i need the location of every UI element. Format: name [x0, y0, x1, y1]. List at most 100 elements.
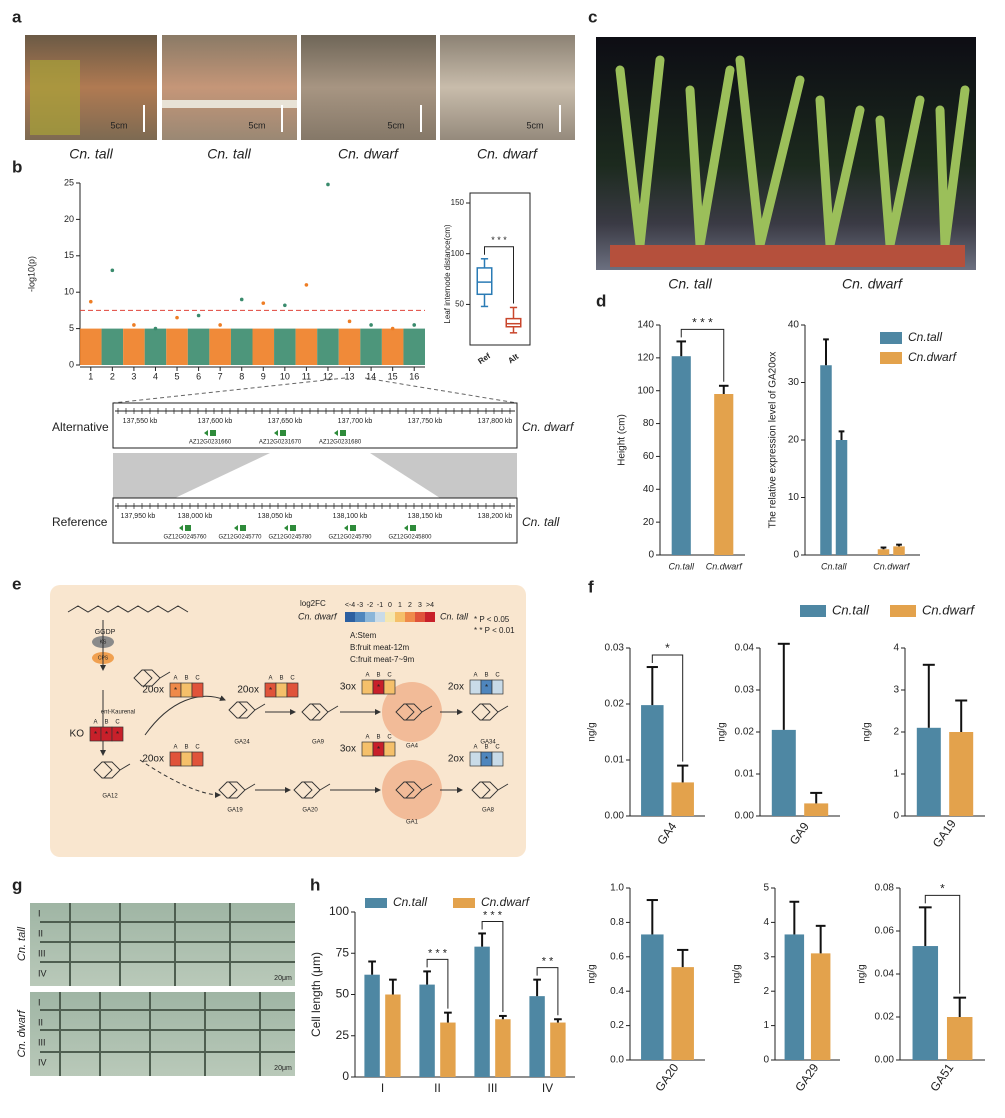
peak-point	[132, 323, 136, 327]
bar	[810, 953, 831, 1060]
highlight	[382, 682, 442, 742]
box-column: C	[290, 676, 295, 682]
row-label: Cn. dwarf	[16, 1010, 28, 1058]
arrow	[139, 759, 221, 798]
x-tick-label: Alt	[506, 352, 520, 366]
enzyme-label: 3ox	[340, 682, 356, 693]
point-cloud	[209, 328, 231, 365]
heat-cell	[361, 741, 374, 757]
box-column: B	[376, 673, 380, 679]
y-tick-label: 0.8	[610, 917, 624, 928]
scale-label: 0	[388, 602, 392, 609]
photo-caption: Cn. tall	[668, 276, 712, 292]
legend-swatch	[365, 898, 387, 908]
structure	[293, 781, 331, 799]
y-tick-label: 50	[455, 300, 464, 309]
layer-label: IV	[38, 968, 47, 978]
point-cloud	[274, 328, 296, 365]
bar	[912, 946, 939, 1060]
y-tick-label: 30	[788, 377, 800, 388]
significance-bracket	[481, 920, 504, 1012]
gene	[274, 430, 286, 436]
scale-label: 20μm	[274, 975, 292, 982]
y-tick-label: 5	[763, 883, 769, 894]
gene	[234, 525, 246, 531]
gene-label: AZ12G0231670	[259, 440, 302, 446]
synteny-band	[113, 453, 270, 498]
heat-star: *	[94, 730, 97, 739]
peak-point	[153, 326, 158, 331]
y-axis-label: Cell length (μm)	[309, 952, 323, 1037]
layer-label: I	[38, 997, 41, 1007]
y-tick-label: 25	[336, 1028, 350, 1042]
x-tick-label: Cn.dwarf	[873, 561, 911, 571]
panel-label: g	[12, 875, 22, 894]
structure	[395, 781, 433, 799]
significance-label: * * *	[428, 947, 448, 959]
structure	[228, 701, 266, 719]
bar	[893, 546, 905, 555]
enzyme-label: 2ox	[448, 682, 464, 693]
heat-cell	[169, 751, 182, 767]
x-tick-label: 9	[261, 371, 266, 381]
box-column: B	[279, 676, 283, 682]
y-tick-label: 2	[763, 986, 769, 997]
ruler-label: 137,650 kb	[268, 418, 303, 425]
y-tick-label: 10	[64, 287, 74, 297]
peak-point	[283, 303, 287, 308]
x-tick-label: 6	[196, 371, 201, 381]
y-tick-label: 0.4	[610, 986, 624, 997]
box-column: C	[495, 745, 500, 751]
peak-point	[326, 182, 330, 187]
box-column: B	[376, 735, 380, 741]
ruler-label: 137,750 kb	[408, 418, 443, 425]
box-column: C	[387, 735, 392, 741]
ruler-label: 138,150 kb	[408, 513, 443, 520]
heat-cell	[491, 751, 504, 767]
legend-label: Cn.tall	[832, 602, 870, 617]
plant-leaves	[615, 55, 970, 250]
significance-bracket	[924, 894, 961, 994]
scale-cell	[365, 612, 375, 622]
ruler-label: 138,050 kb	[258, 513, 293, 520]
y-tick-label: 120	[637, 352, 654, 363]
ruler-label: 137,700 kb	[338, 418, 373, 425]
legend-label: Cn.dwarf	[908, 350, 958, 364]
y-axis-label: Height (cm)	[617, 414, 628, 466]
x-axis-label: GA4	[654, 819, 679, 847]
photo	[301, 35, 436, 140]
gene	[344, 525, 356, 531]
scale-cell	[415, 612, 425, 622]
peak-point	[218, 323, 222, 327]
y-tick-label: 140	[637, 320, 654, 331]
heat-cell	[180, 682, 193, 698]
cell-walls	[40, 903, 295, 1076]
legend-title: log2FC	[300, 599, 326, 608]
y-tick-label: 100	[329, 904, 349, 918]
x-tick-label: Cn.dwarf	[706, 561, 744, 571]
heat-cell	[491, 679, 504, 695]
peak-point	[175, 315, 179, 320]
panel-label: a	[12, 7, 22, 26]
bar	[820, 365, 832, 555]
bar	[916, 727, 941, 816]
x-tick-label: 11	[302, 371, 311, 381]
y-tick-label: 2	[893, 727, 899, 738]
gene-label: GZ12G0245760	[163, 535, 207, 541]
y-axis-label: ng/g	[732, 964, 743, 983]
box-column: B	[484, 745, 488, 751]
panel-label: d	[596, 291, 606, 310]
compound-label: GA9	[312, 740, 325, 746]
y-tick-label: 40	[643, 484, 655, 495]
point-cloud	[123, 328, 145, 365]
structure	[67, 605, 189, 613]
structure	[395, 703, 433, 721]
box-column: A	[473, 673, 477, 679]
box-column: B	[184, 676, 188, 682]
heat-star: *	[485, 683, 488, 692]
heat-cell	[275, 682, 288, 698]
box-column: A	[365, 735, 369, 741]
scale-label: 2	[408, 602, 412, 609]
scale-label: 1	[398, 602, 402, 609]
